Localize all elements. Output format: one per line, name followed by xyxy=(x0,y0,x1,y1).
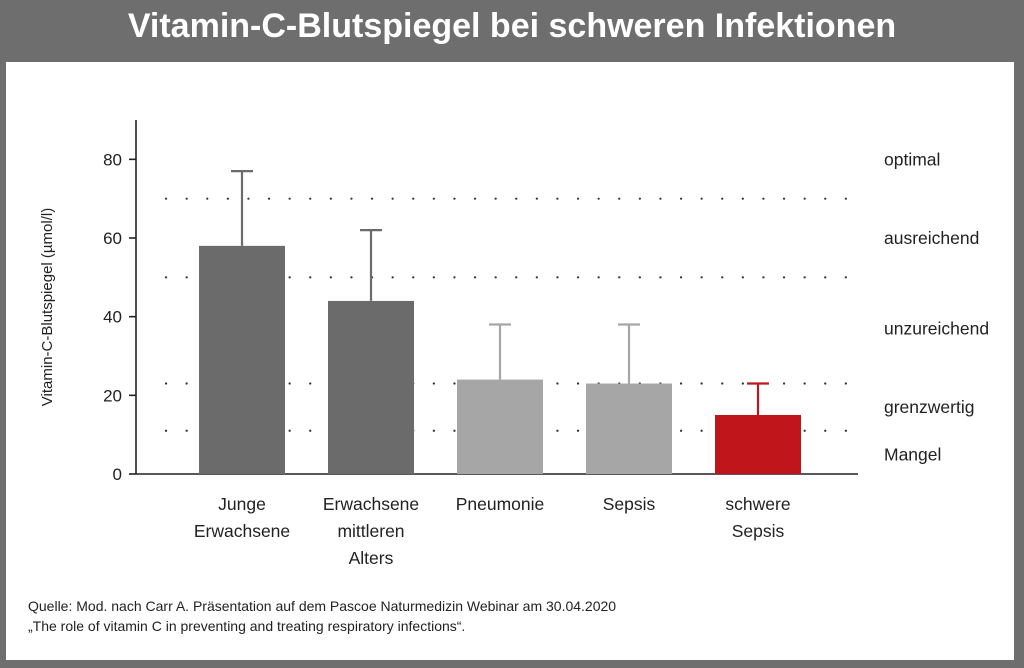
source-line-2: „The role of vitamin C in preventing and… xyxy=(28,618,466,634)
y-tick-label: 60 xyxy=(103,229,122,248)
y-tick-label: 20 xyxy=(103,386,122,405)
x-category-label: schwere xyxy=(725,494,790,514)
zone-label: grenzwertig xyxy=(884,397,974,417)
x-category-label: mittleren xyxy=(337,521,404,541)
bar xyxy=(199,245,285,474)
x-category-label: Alters xyxy=(349,548,394,568)
x-category-label: Junge xyxy=(218,494,266,514)
title-bar: Vitamin-C-Blutspiegel bei schweren Infek… xyxy=(0,0,1024,52)
source-note: Quelle: Mod. nach Carr A. Präsentation a… xyxy=(28,596,616,636)
x-category-label: Erwachsene xyxy=(323,494,419,514)
x-category-label: Sepsis xyxy=(732,521,785,541)
bar xyxy=(715,415,801,474)
bar xyxy=(586,383,672,474)
source-line-1: Quelle: Mod. nach Carr A. Präsentation a… xyxy=(28,598,617,614)
bar xyxy=(328,300,414,474)
zone-label: ausreichend xyxy=(884,228,979,248)
y-axis-label: Vitamin-C-Blutspiegel (µmol/l) xyxy=(39,208,56,406)
chart: 0 20 40 60 80 Vitamin-C-Blutspiegel (µmol/l) J… xyxy=(39,120,989,568)
zone-label: optimal xyxy=(884,149,940,169)
y-tick-label: 40 xyxy=(103,308,122,327)
x-category-label: Sepsis xyxy=(603,494,656,514)
y-tick-label: 80 xyxy=(103,150,122,169)
zone-label: Mangel xyxy=(884,444,941,464)
chart-panel: 0 20 40 60 80 Vitamin-C-Blutspiegel (µmol/l) J… xyxy=(6,62,1014,660)
chart-title: Vitamin-C-Blutspiegel bei schweren Infek… xyxy=(127,6,897,45)
y-tick-label: 0 xyxy=(113,465,122,484)
x-category-label: Erwachsene xyxy=(194,521,290,541)
bar xyxy=(457,379,543,474)
x-category-label: Pneumonie xyxy=(456,494,545,514)
zone-label: unzureichend xyxy=(884,318,989,338)
